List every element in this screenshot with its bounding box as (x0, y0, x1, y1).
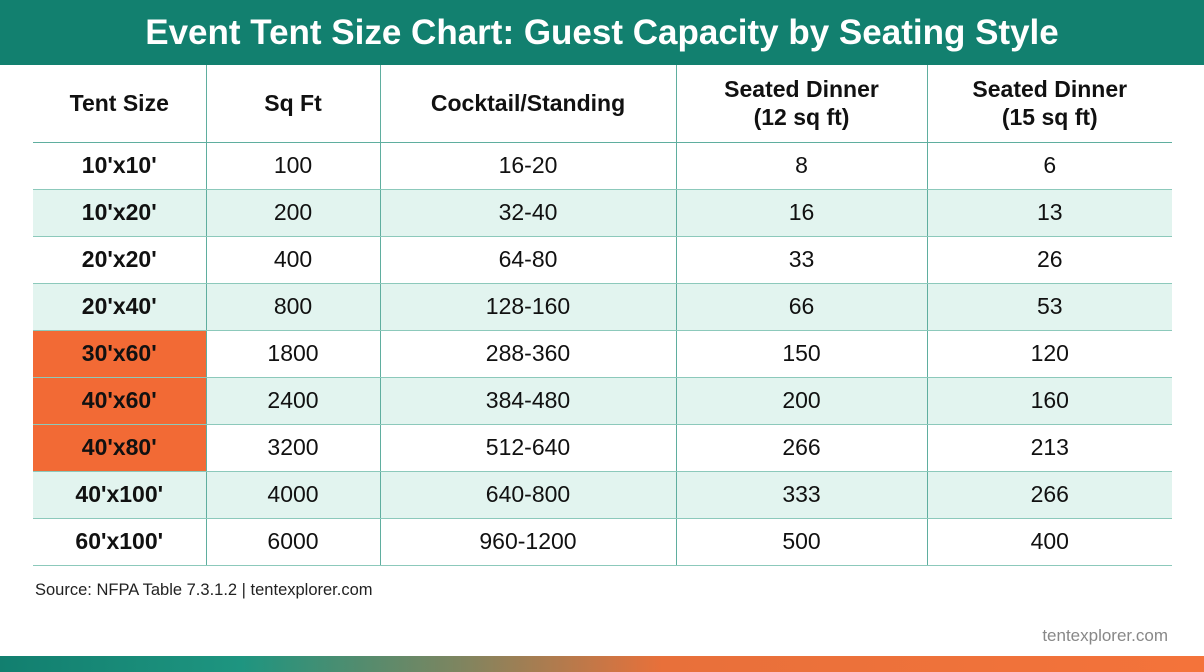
tent-size-cell: 40'x60' (33, 377, 206, 425)
table-cell: 384-480 (379, 377, 676, 425)
table-cell: 266 (926, 471, 1172, 519)
table-cell: 288-360 (379, 330, 676, 378)
source-note: Source: NFPA Table 7.3.1.2 | tentexplore… (35, 581, 373, 599)
tent-size-cell: 20'x20' (33, 236, 206, 284)
table-cell: 213 (926, 424, 1172, 472)
table-cell: 960-1200 (379, 518, 676, 566)
tent-size-cell: 40'x80' (33, 424, 206, 472)
table-row: 40'x80' 3200 512-640 266 213 (33, 424, 1172, 472)
column-header: Sq Ft (205, 65, 380, 143)
table-cell: 200 (205, 189, 380, 237)
table-cell: 800 (205, 283, 380, 331)
table-row: 10'x10' 100 16-20 8 6 (33, 142, 1172, 190)
table-row: 20'x40' 800 128-160 66 53 (33, 283, 1172, 331)
table-cell: 100 (205, 142, 380, 190)
table-cell: 640-800 (379, 471, 676, 519)
table-cell: 16 (675, 189, 927, 237)
table-cell: 3200 (205, 424, 380, 472)
column-header: Cocktail/Standing (379, 65, 676, 143)
table-cell: 26 (926, 236, 1172, 284)
table-cell: 32-40 (379, 189, 676, 237)
table-cell: 13 (926, 189, 1172, 237)
table-cell: 16-20 (379, 142, 676, 190)
column-header: Seated Dinner (12 sq ft) (675, 65, 927, 143)
tent-size-cell: 30'x60' (33, 330, 206, 378)
table-row: 30'x60' 1800 288-360 150 120 (33, 330, 1172, 378)
table-cell: 53 (926, 283, 1172, 331)
tent-size-cell: 60'x100' (33, 518, 206, 566)
column-header: Tent Size (33, 65, 206, 143)
table-cell: 266 (675, 424, 927, 472)
table-row: 10'x20' 200 32-40 16 13 (33, 189, 1172, 237)
column-header: Seated Dinner (15 sq ft) (926, 65, 1172, 143)
table-cell: 512-640 (379, 424, 676, 472)
table-cell: 128-160 (379, 283, 676, 331)
table-cell: 150 (675, 330, 927, 378)
tent-size-cell: 10'x10' (33, 142, 206, 190)
gradient-footer-bar (0, 656, 1204, 672)
table-cell: 1800 (205, 330, 380, 378)
table-cell: 120 (926, 330, 1172, 378)
table-cell: 500 (675, 518, 927, 566)
page-title: Event Tent Size Chart: Guest Capacity by… (0, 0, 1204, 65)
tent-size-table: Tent Size Sq Ft Cocktail/Standing Seated Di… (33, 65, 1172, 566)
table-cell: 33 (675, 236, 927, 284)
table-row: 60'x100' 6000 960-1200 500 400 (33, 518, 1172, 566)
table-row: 40'x100' 4000 640-800 333 266 (33, 471, 1172, 519)
table-cell: 160 (926, 377, 1172, 425)
watermark: tentexplorer.com (1042, 626, 1168, 645)
header-row: Tent Size Sq Ft Cocktail/Standing Seated Di… (33, 65, 1172, 143)
table-row: 40'x60' 2400 384-480 200 160 (33, 377, 1172, 425)
table-cell: 64-80 (379, 236, 676, 284)
table-cell: 2400 (205, 377, 380, 425)
table-cell: 66 (675, 283, 927, 331)
tent-size-cell: 20'x40' (33, 283, 206, 331)
table-row: 20'x20' 400 64-80 33 26 (33, 236, 1172, 284)
table-cell: 6 (926, 142, 1172, 190)
table-cell: 400 (926, 518, 1172, 566)
table-cell: 4000 (205, 471, 380, 519)
tent-size-cell: 10'x20' (33, 189, 206, 237)
table-cell: 400 (205, 236, 380, 284)
tent-size-cell: 40'x100' (33, 471, 206, 519)
table-cell: 8 (675, 142, 927, 190)
table-cell: 200 (675, 377, 927, 425)
table-cell: 333 (675, 471, 927, 519)
table-cell: 6000 (205, 518, 380, 566)
